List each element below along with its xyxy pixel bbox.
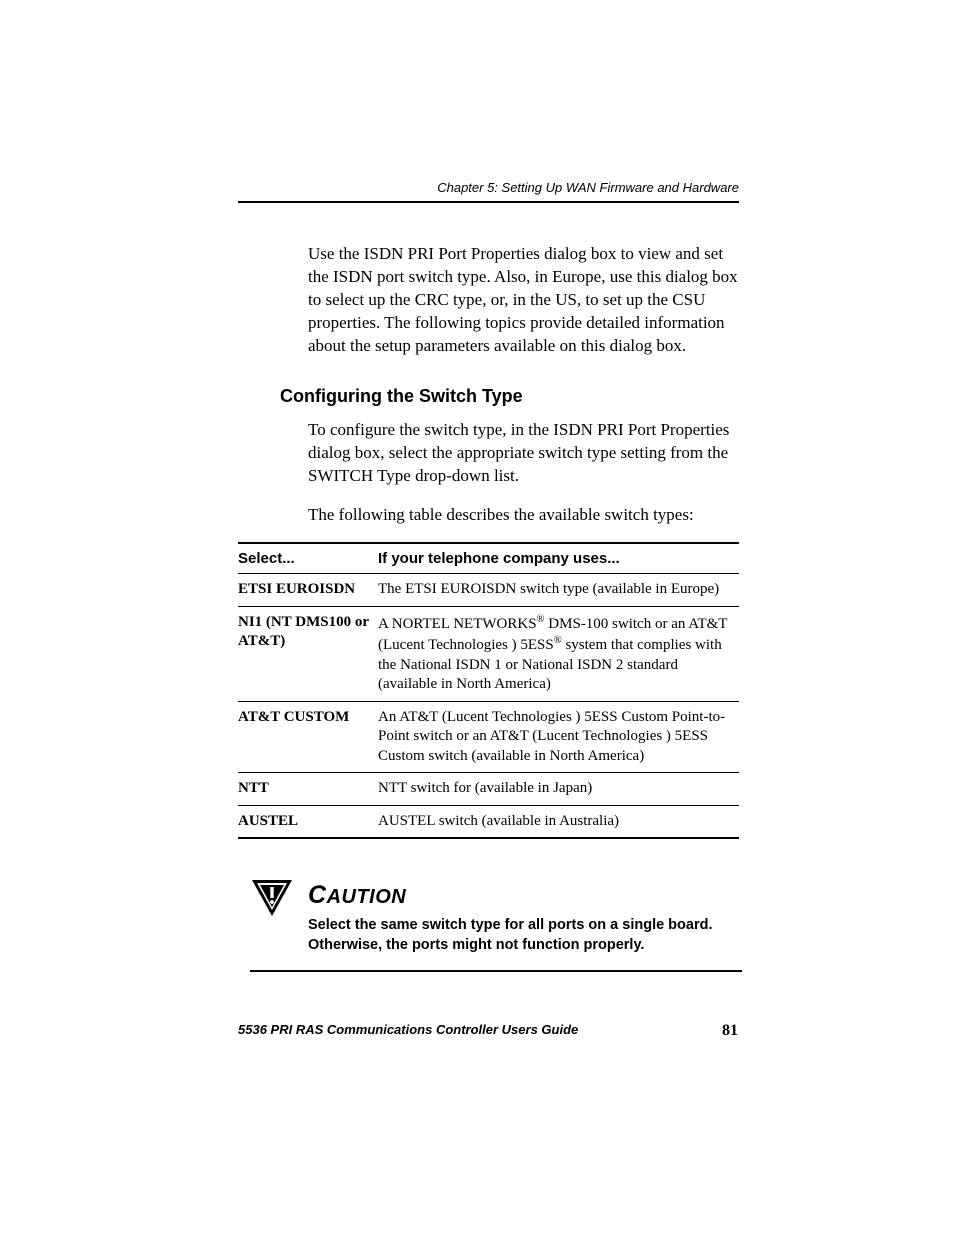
- caution-text: Select the same switch type for all port…: [308, 916, 742, 955]
- table-cell-desc: A NORTEL NETWORKS® DMS-100 switch or an …: [378, 606, 739, 701]
- chapter-header: Chapter 5: Setting Up WAN Firmware and H…: [238, 180, 739, 203]
- table-cell-desc: AUSTEL switch (available in Australia): [378, 805, 739, 838]
- table-cell-select: AT&T CUSTOM: [238, 701, 378, 773]
- table-cell-select: ETSI EUROISDN: [238, 574, 378, 607]
- switch-type-table: Select... If your telephone company uses…: [238, 542, 739, 839]
- page-footer: 5536 PRI RAS Communications Controller U…: [238, 1022, 738, 1040]
- intro-paragraph: Use the ISDN PRI Port Properties dialog …: [238, 243, 739, 358]
- table-cell-select: AUSTEL: [238, 805, 378, 838]
- table-row: NI1 (NT DMS100 or AT&T)A NORTEL NETWORKS…: [238, 606, 739, 701]
- table-cell-desc: An AT&T (Lucent Technologies ) 5ESS Cust…: [378, 701, 739, 773]
- table-row: AUSTELAUSTEL switch (available in Austra…: [238, 805, 739, 838]
- caution-block: CAUTION Select the same switch type for …: [250, 881, 742, 971]
- caution-heading-rest: AUTION: [327, 886, 407, 908]
- table-intro: The following table describes the availa…: [238, 504, 739, 527]
- footer-title: 5536 PRI RAS Communications Controller U…: [238, 1022, 578, 1040]
- configure-paragraph: To configure the switch type, in the ISD…: [238, 419, 739, 488]
- table-cell-desc: NTT switch for (available in Japan): [378, 773, 739, 806]
- section-heading: Configuring the Switch Type: [280, 386, 739, 407]
- table-row: ETSI EUROISDNThe ETSI EUROISDN switch ty…: [238, 574, 739, 607]
- table-cell-select: NI1 (NT DMS100 or AT&T): [238, 606, 378, 701]
- table-header-desc: If your telephone company uses...: [378, 543, 739, 574]
- page-number: 81: [722, 1022, 738, 1040]
- table-header-select: Select...: [238, 543, 378, 574]
- caution-heading-first: C: [308, 881, 327, 909]
- table-cell-select: NTT: [238, 773, 378, 806]
- table-row: NTTNTT switch for (available in Japan): [238, 773, 739, 806]
- table-row: AT&T CUSTOMAn AT&T (Lucent Technologies …: [238, 701, 739, 773]
- table-header-row: Select... If your telephone company uses…: [238, 543, 739, 574]
- table-cell-desc: The ETSI EUROISDN switch type (available…: [378, 574, 739, 607]
- caution-heading: CAUTION: [308, 881, 742, 910]
- caution-icon: [250, 878, 294, 923]
